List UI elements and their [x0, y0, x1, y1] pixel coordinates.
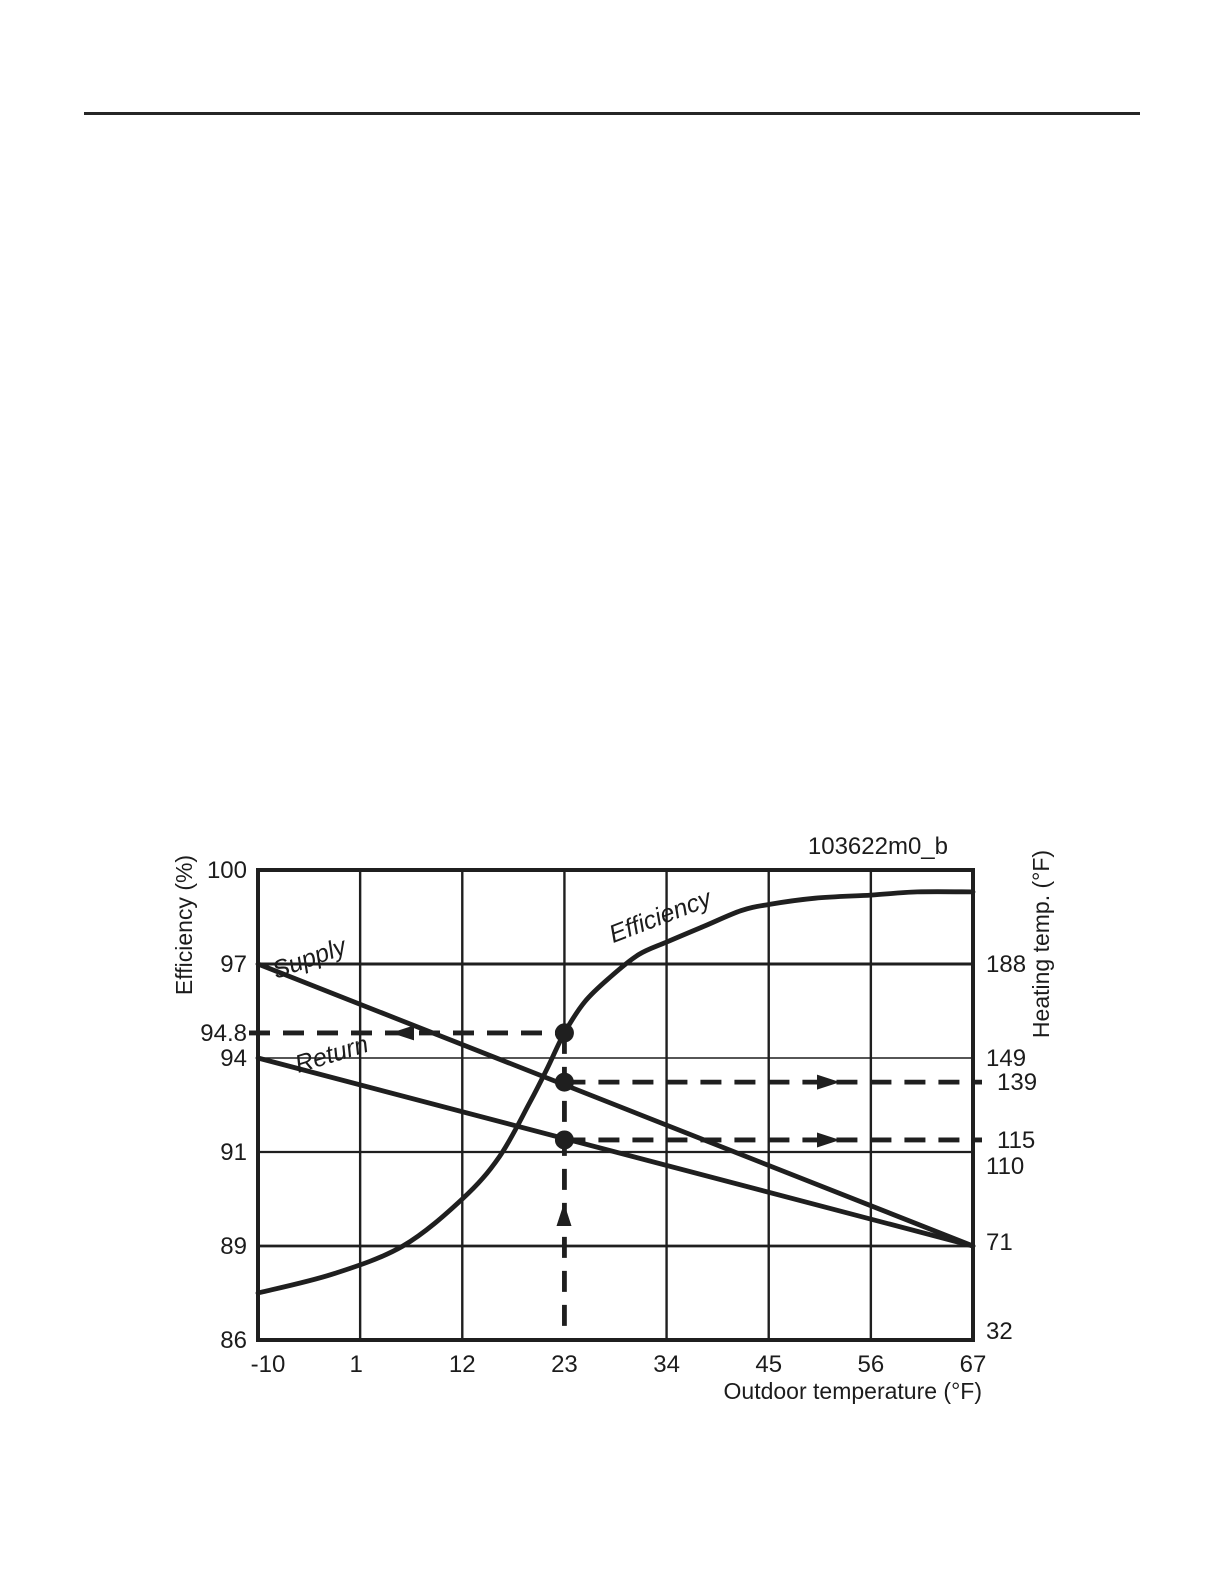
left-axis-tick-label: 89 [220, 1233, 247, 1260]
return-curve [255, 1055, 976, 1249]
left-axis-tick-label: 100 [207, 857, 247, 884]
supply-curve-label: Supply [269, 932, 352, 985]
arrow-right-icon [817, 1074, 840, 1090]
right-axis-title: Heating temp. (°F) [1028, 850, 1054, 1038]
supply-curve [255, 961, 976, 1249]
x-axis-tick-label: 23 [551, 1351, 578, 1378]
right-axis-tick-label: 71 [986, 1229, 1013, 1256]
x-axis-title: Outdoor temperature (°F) [724, 1378, 982, 1404]
right-axis-tick-label: 188 [986, 951, 1026, 978]
data-point-dot [554, 1130, 574, 1150]
left-axis-tick-label: 94 [220, 1045, 247, 1072]
left-axis-tick-label: 97 [220, 951, 247, 978]
data-point-dot [554, 1023, 574, 1043]
right-axis-tick-label: 149 [986, 1045, 1026, 1072]
curve-layer [255, 889, 976, 1296]
annotation-layer [249, 1023, 982, 1340]
right-axis-tick-label: 32 [986, 1318, 1013, 1345]
plot-frame [256, 868, 975, 1342]
right-axis-tick-label: 115 [997, 1127, 1035, 1154]
right-axis-tick-label: 110 [986, 1153, 1024, 1180]
arrow-right-icon [817, 1132, 840, 1148]
header-rule [84, 112, 1140, 115]
left-axis-title: Efficiency (%) [171, 855, 197, 995]
arrow-up-icon [556, 1203, 572, 1226]
x-axis-tick-label: 56 [858, 1351, 885, 1378]
right-axis-tick-label: 139 [997, 1069, 1037, 1096]
x-axis-tick-label: 45 [755, 1351, 782, 1378]
efficiency-curve-label: Efficiency [605, 884, 716, 949]
x-axis-tick-label: 1 [349, 1351, 362, 1378]
x-axis-tick-label: 67 [960, 1351, 987, 1378]
left-axis-tick-label: 91 [220, 1139, 247, 1166]
figure-id: 103622m0_b [808, 833, 948, 860]
left-axis-tick-label: 86 [220, 1327, 247, 1354]
x-axis-tick-label: 34 [653, 1351, 680, 1378]
grid-layer [256, 868, 975, 1342]
x-axis-tick-label: 12 [449, 1351, 476, 1378]
x-axis-tick-label: -10 [251, 1351, 286, 1378]
arrow-left-icon [391, 1025, 414, 1041]
tick-layer: 100 97 94 91 89 86 94.8 188 149 110 71 32 139 115 -10 1… [200, 857, 1037, 1378]
efficiency-curve [255, 889, 976, 1296]
left-axis-tick-label: 94.8 [200, 1020, 247, 1047]
data-point-dot [554, 1072, 574, 1092]
